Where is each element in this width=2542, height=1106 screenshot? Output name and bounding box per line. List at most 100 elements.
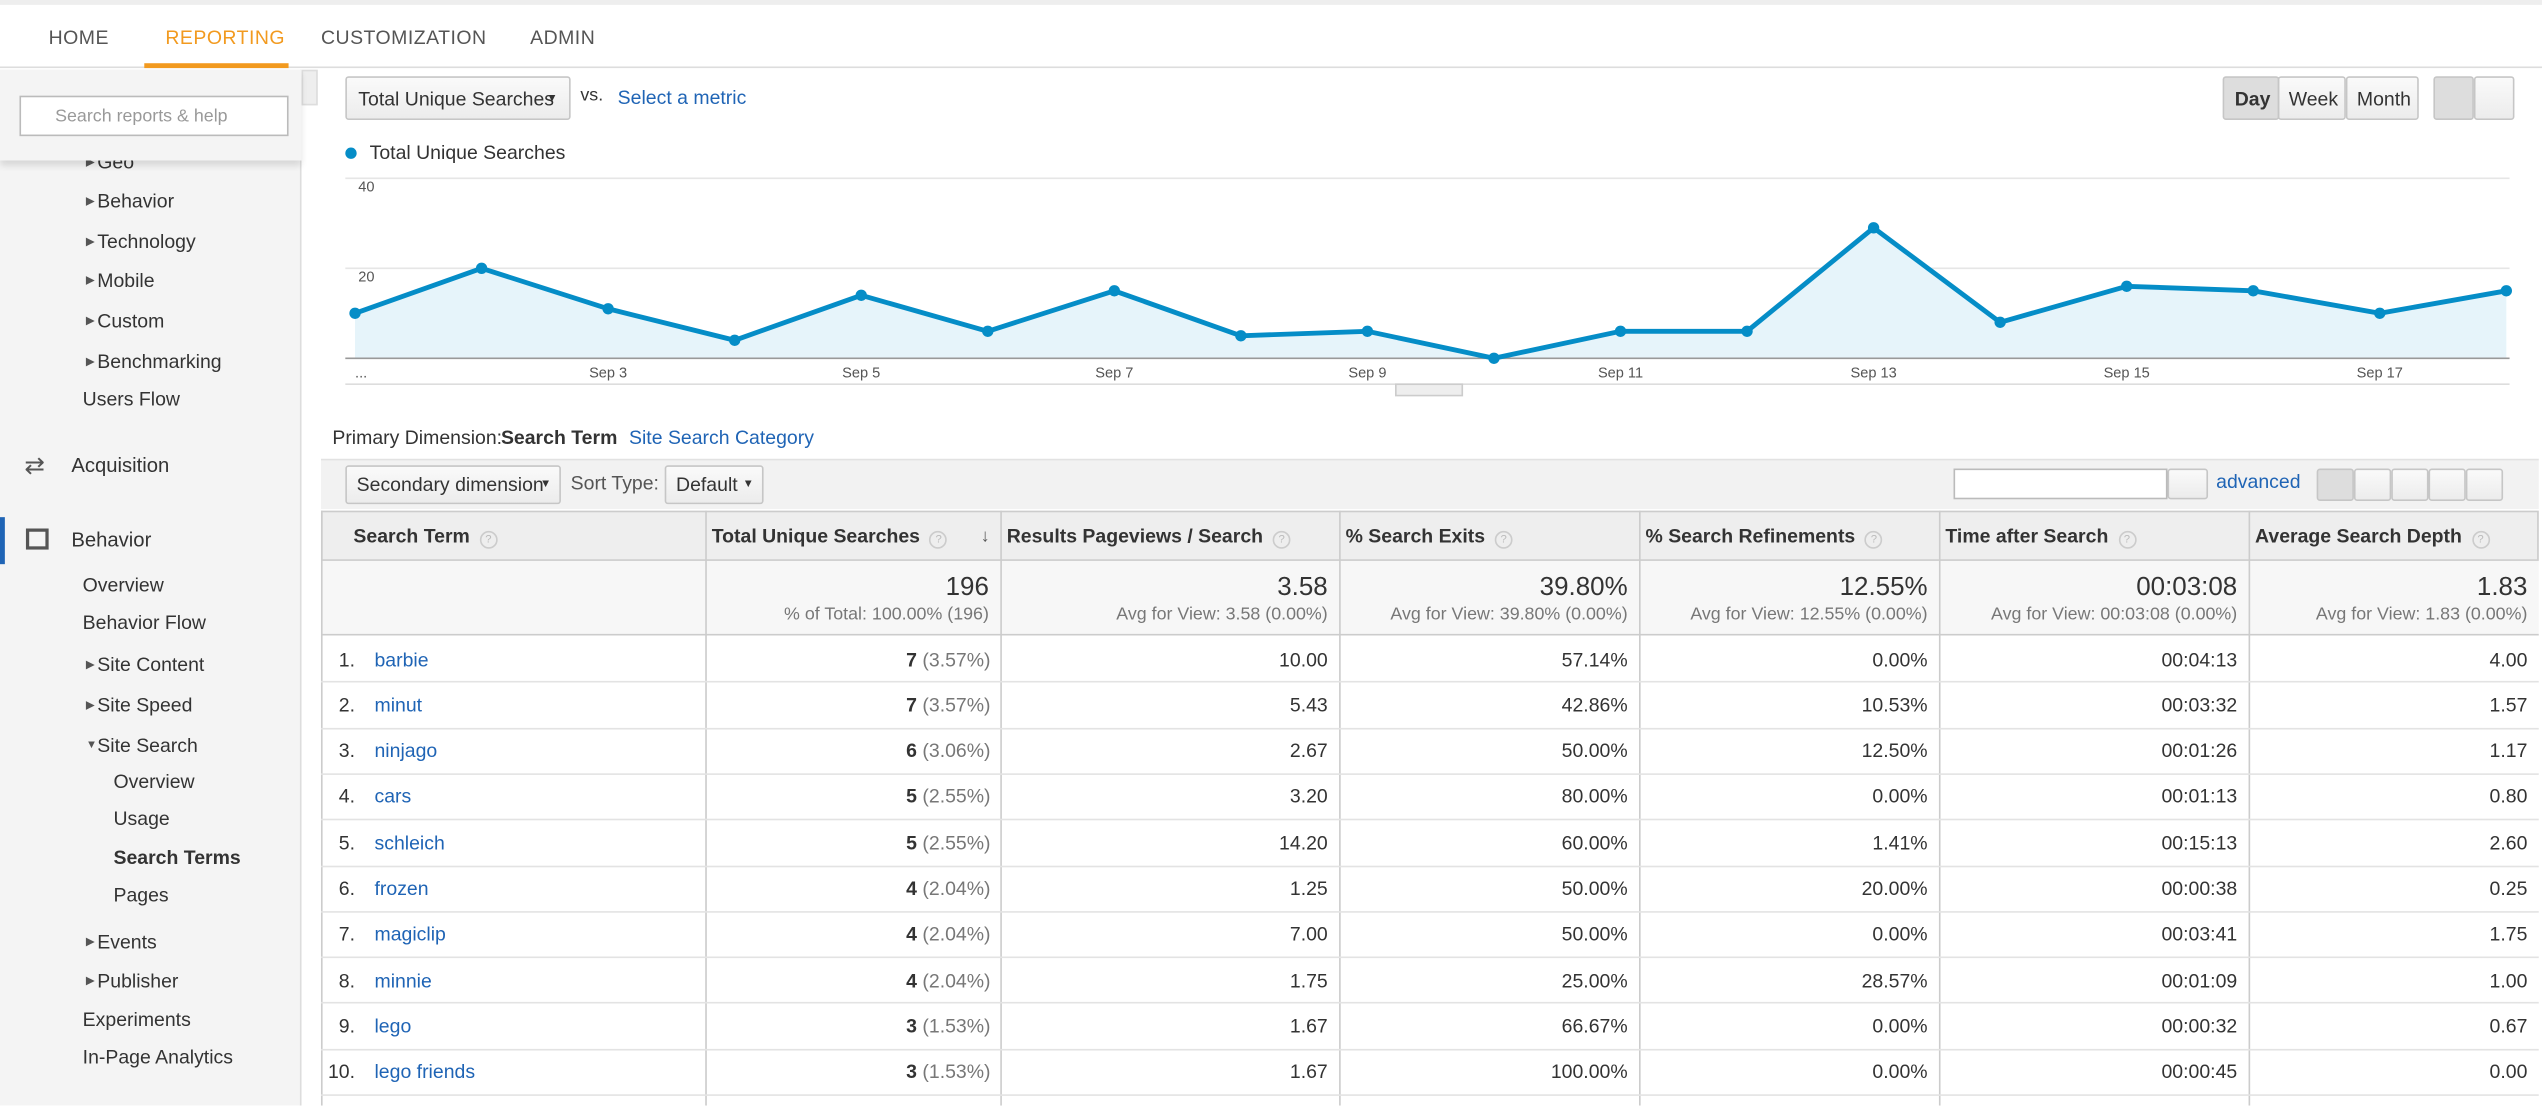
period-button[interactable]: Month	[2345, 76, 2419, 120]
search-term[interactable]: lego friends	[374, 1060, 476, 1084]
search-term[interactable]: ninjago	[374, 739, 438, 763]
view-button[interactable]	[2316, 468, 2354, 501]
search-button[interactable]	[2167, 468, 2209, 500]
nav-tab[interactable]: HOME	[48, 25, 109, 49]
row-number: 8.	[338, 968, 356, 992]
sidebar-item[interactable]: Site Content	[97, 653, 205, 677]
column-header[interactable]: Average Search Depth?	[2255, 524, 2490, 549]
sidebar-item[interactable]: Overview	[82, 573, 164, 597]
sidebar-item[interactable]: Overview	[113, 770, 195, 793]
column-header[interactable]: Time after Search?	[1945, 524, 2136, 549]
metric-cell: 1.75	[2489, 922, 2528, 946]
period-label: Day	[2234, 87, 2271, 111]
sidebar-item[interactable]: Behavior Flow	[82, 611, 206, 634]
search-term[interactable]: schleich	[374, 831, 445, 854]
help-icon: ?	[929, 530, 948, 549]
dimension-active: Search Term	[500, 426, 618, 450]
nav-tab[interactable]: REPORTING	[165, 25, 286, 49]
data-point	[475, 262, 488, 274]
column-header[interactable]: Results Pageviews / Search?	[1007, 524, 1291, 549]
unique-searches-cell: 5 (2.55%)	[906, 831, 990, 854]
search-term[interactable]: barbie	[374, 647, 429, 671]
sidebar-item[interactable]: Experiments	[82, 1008, 191, 1032]
column-header[interactable]: % Search Exits?	[1346, 524, 1513, 549]
sidebar-item[interactable]: Behavior	[97, 189, 175, 213]
sidebar-toggle[interactable]	[301, 69, 318, 106]
data-point	[349, 307, 361, 319]
metric-cell: 1.67	[1289, 1060, 1328, 1084]
secondary-dimension[interactable]: Secondary dimension ▼	[345, 465, 561, 505]
total-sub: Avg for View: 00:03:08 (0.00%)	[1991, 604, 2238, 625]
search-box[interactable]: Search reports & help	[19, 95, 289, 137]
search-term[interactable]: minut	[374, 693, 423, 717]
tree-arrow: ▶	[85, 356, 95, 369]
sidebar-item[interactable]: Behavior	[71, 528, 152, 552]
row-line	[320, 773, 2539, 775]
sidebar-item[interactable]: Site Search	[97, 734, 198, 758]
column-header[interactable]: Search Term?	[353, 524, 498, 549]
column-header[interactable]: Total Unique Searches?	[712, 524, 948, 549]
view-button[interactable]	[2428, 468, 2466, 501]
data-point	[1361, 325, 1374, 337]
sidebar-item[interactable]: In-Page Analytics	[82, 1045, 233, 1069]
sidebar-item[interactable]: Custom	[97, 309, 165, 333]
sidebar-item[interactable]: Benchmarking	[97, 350, 222, 373]
total-value: 3.58	[1277, 573, 1328, 602]
total-value: 1.83	[2476, 573, 2528, 602]
metric-cell: 00:01:26	[2161, 739, 2238, 763]
advanced-link[interactable]: advanced	[2216, 470, 2301, 493]
sidebar-item[interactable]: Acquisition	[71, 453, 170, 477]
column-header[interactable]: % Search Refinements?	[1645, 524, 1883, 549]
unique-searches: 7	[906, 693, 917, 717]
total-sub: Avg for View: 12.55% (0.00%)	[1690, 604, 1928, 625]
table-search[interactable]	[1953, 468, 2168, 500]
totals-bg	[320, 560, 2539, 636]
dimension-link[interactable]: Site Search Category	[629, 426, 814, 450]
view-button[interactable]	[2465, 468, 2504, 501]
row-line	[320, 956, 2539, 959]
column-divider	[1339, 510, 1341, 1106]
view-button[interactable]	[2353, 468, 2392, 501]
metric-dropdown[interactable]: Total Unique Searches ▼	[345, 76, 571, 120]
search-term[interactable]: cars	[374, 785, 412, 808]
metric-cell: 00:01:13	[2161, 785, 2238, 808]
sidebar-item[interactable]: Usage	[113, 807, 170, 831]
metric-cell: 10.00	[1279, 647, 1328, 671]
chart-type-button[interactable]	[2433, 76, 2474, 120]
sidebar-item[interactable]: Mobile	[97, 269, 155, 292]
view-button[interactable]	[2391, 468, 2429, 501]
search-term[interactable]: frozen	[374, 877, 429, 900]
metric-cell: 0.00%	[1872, 922, 1928, 946]
x-tick-label: Sep 15	[2104, 366, 2150, 382]
unique-searches: 5	[906, 831, 917, 854]
nav-tab[interactable]: ADMIN	[530, 25, 596, 49]
column-divider	[2248, 510, 2251, 1106]
sidebar-item[interactable]: Publisher	[97, 969, 179, 993]
sidebar-item[interactable]: Technology	[97, 230, 196, 253]
data-point	[855, 289, 867, 301]
sidebar-item[interactable]: Search Terms	[113, 846, 241, 869]
metric-cell: 2.67	[1289, 739, 1328, 763]
sidebar-item[interactable]: Pages	[113, 883, 169, 907]
motion-chart-button[interactable]	[2473, 76, 2515, 120]
unique-share: (3.57%)	[922, 647, 991, 671]
search-term[interactable]: lego	[374, 1014, 412, 1038]
sidebar-item[interactable]: Events	[97, 930, 157, 954]
search-term[interactable]: minnie	[374, 968, 432, 992]
sidebar-item[interactable]: Site Speed	[97, 693, 193, 717]
period-button[interactable]: Week	[2277, 76, 2346, 120]
unique-searches-cell: 4 (2.04%)	[906, 969, 990, 992]
tree-arrow: ▶	[85, 157, 95, 169]
metric-cell: 12.50%	[1861, 739, 1928, 763]
search-term[interactable]: magiclip	[374, 922, 446, 946]
sidebar-item[interactable]: Users Flow	[82, 387, 180, 411]
metric-cell: 00:04:13	[2161, 647, 2238, 671]
select-metric[interactable]: Select a metric	[617, 85, 747, 109]
metric-cell: 10.53%	[1861, 693, 1928, 717]
data-point	[982, 325, 994, 337]
sort-dropdown[interactable]: Default ▼	[664, 465, 764, 505]
help-icon: ?	[2471, 530, 2490, 549]
data-point	[1488, 352, 1500, 364]
nav-tab[interactable]: CUSTOMIZATION	[320, 25, 487, 49]
